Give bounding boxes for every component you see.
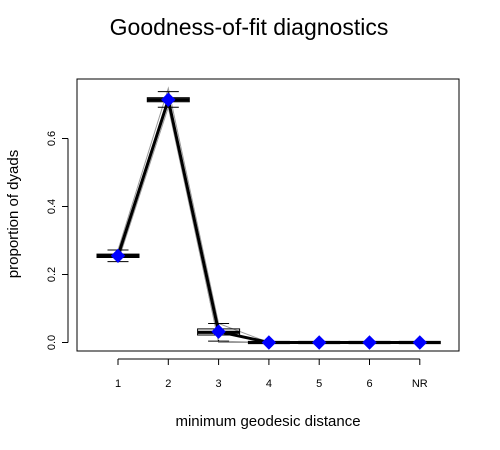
plot-frame: [76, 78, 460, 352]
observed-point-4: [261, 335, 277, 350]
y-tick-label: 0.6: [46, 131, 58, 146]
observed-point-6: [362, 335, 377, 350]
x-tick-label: 6: [366, 378, 372, 390]
x-tick-label: 2: [165, 378, 171, 390]
chart-title: Goodness-of-fit diagnostics: [110, 14, 389, 40]
observed-polyline: [116, 93, 420, 344]
x-tick-label: 1: [115, 378, 121, 390]
y-tick-label: 0.2: [46, 267, 58, 282]
observed-point-5: [311, 335, 327, 350]
y-tick-label: 0.0: [46, 335, 58, 350]
boxplots: [96, 91, 441, 345]
x-axis-label: minimum geodesic distance: [175, 413, 360, 430]
observed-point-NR: [412, 335, 428, 350]
sim-line-upper: [117, 86, 420, 343]
x-tick-label: 4: [266, 378, 272, 390]
observed-points: [110, 92, 428, 350]
y-axis-label: proportion of dyads: [5, 150, 22, 278]
sim-line-lower: [117, 105, 420, 343]
observed-point-2: [161, 92, 176, 107]
observed-point-3: [211, 324, 226, 339]
x-tick-label: 3: [216, 378, 222, 390]
x-tick-label: 5: [316, 378, 322, 390]
observed-point-1: [110, 248, 126, 264]
y-axis: 0.0 0.2 0.4 0.6: [46, 131, 69, 350]
simulation-lines: [117, 86, 420, 343]
sim-line-mid_low: [117, 99, 420, 343]
y-tick-label: 0.4: [46, 199, 58, 214]
x-axis: 1 2 3 4 5 6 NR: [115, 358, 428, 390]
observed-line: [116, 93, 420, 344]
x-tick-label: NR: [412, 378, 428, 390]
